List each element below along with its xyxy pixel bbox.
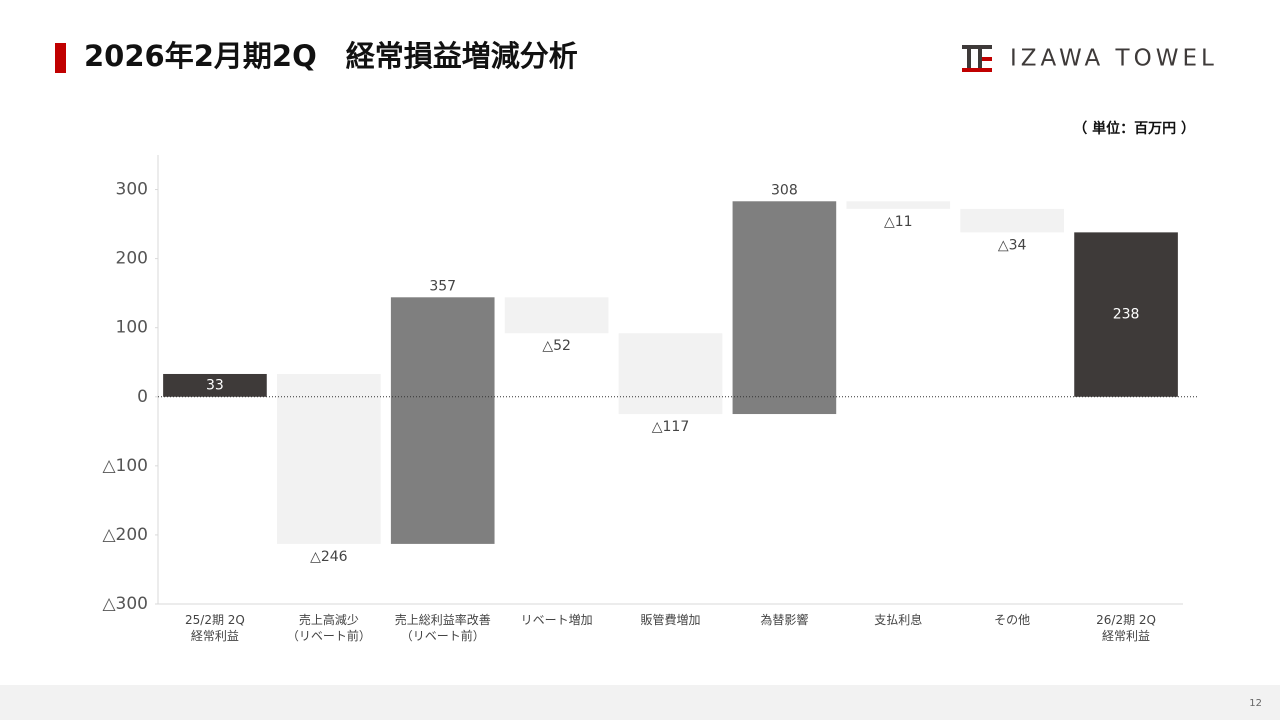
y-tick-label: 300: [116, 180, 148, 200]
value-label: 238: [1113, 307, 1140, 323]
logo-icon: [962, 45, 992, 72]
y-tick-label: △200: [102, 525, 148, 545]
y-tick-label: △100: [102, 456, 148, 476]
bar: [732, 201, 837, 415]
unit-note: （ 単位：百万円 ）: [1073, 120, 1195, 137]
logo-text: IZAWA TOWEL: [1010, 46, 1218, 72]
x-tick-label: 25/2期 2Q 経常利益: [185, 613, 245, 643]
y-tick-label: 200: [116, 249, 148, 269]
bar: [960, 208, 1064, 233]
y-tick-label: △300: [102, 594, 148, 614]
value-label: △117: [652, 419, 690, 435]
bar: [277, 373, 381, 544]
bar: [846, 201, 951, 209]
value-label: 357: [429, 278, 456, 294]
value-label: 33: [206, 377, 224, 393]
title: 2026年2月期2Q 経常損益増減分析: [84, 39, 578, 73]
footer-band: [0, 685, 1280, 720]
x-tick-label: 26/2期 2Q 経常利益: [1096, 613, 1156, 643]
x-tick-label: 売上高減少 （リベート前）: [286, 613, 371, 643]
x-tick-label: 売上総利益率改善 （リベート前）: [394, 613, 491, 643]
title-accent: [55, 43, 66, 73]
bar: [1074, 232, 1178, 397]
x-tick-label: その他: [994, 613, 1031, 627]
value-label: 308: [771, 182, 798, 198]
bar: [390, 297, 495, 544]
value-label: △246: [310, 549, 348, 565]
bar: [618, 333, 723, 415]
x-tick-label: リベート増加: [520, 613, 593, 627]
x-tick-label: 販管費増加: [640, 613, 701, 627]
x-tick-label: 支払利息: [874, 613, 923, 627]
y-tick-label: 0: [137, 387, 148, 407]
value-label: △34: [998, 237, 1027, 253]
bar: [163, 373, 267, 397]
x-tick-label: 為替影響: [760, 613, 809, 627]
value-label: △52: [542, 338, 571, 354]
value-label: △11: [884, 214, 913, 230]
bar: [504, 297, 609, 334]
page-number: 12: [1249, 698, 1262, 709]
y-tick-label: 100: [116, 318, 148, 338]
